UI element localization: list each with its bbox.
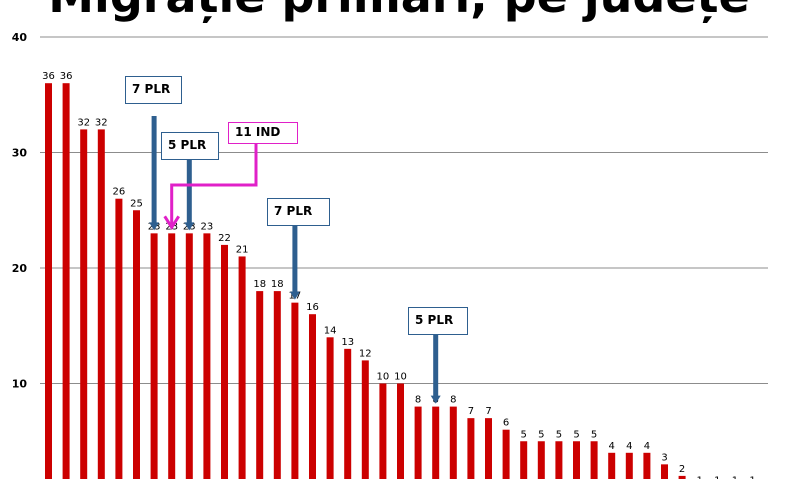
bar — [273, 291, 281, 479]
callout-box: 11 IND — [228, 122, 298, 144]
bar — [97, 129, 105, 479]
y-tick-label: 10 — [12, 378, 28, 391]
callout-box: 5 PLR — [161, 132, 219, 160]
callout-arrows — [149, 116, 441, 404]
bar — [203, 233, 211, 479]
callout-box: 5 PLR — [408, 307, 468, 335]
bar — [185, 233, 193, 479]
data-label: 5 — [521, 429, 527, 440]
bar — [397, 383, 404, 479]
bar — [45, 83, 52, 479]
data-label: 21 — [236, 244, 249, 255]
callout-arrow-head — [184, 222, 195, 231]
bar — [133, 210, 140, 479]
data-label: 1 — [697, 475, 703, 479]
bar — [467, 418, 475, 479]
bar — [573, 441, 580, 479]
bar — [485, 418, 492, 479]
callout-arrow-head — [149, 222, 160, 231]
bar — [432, 406, 440, 479]
bar — [678, 475, 686, 479]
bar — [625, 452, 633, 479]
data-label: 18 — [253, 279, 266, 290]
data-label: 13 — [341, 337, 354, 348]
bar — [414, 406, 422, 479]
data-label: 4 — [644, 441, 650, 452]
bar — [168, 233, 176, 479]
bar — [590, 441, 598, 479]
data-label: 25 — [130, 198, 143, 209]
y-tick-label: 20 — [12, 262, 28, 275]
bar — [80, 129, 88, 479]
callout-arrow-shaft — [292, 223, 298, 294]
bars — [45, 83, 686, 479]
data-label: 2 — [679, 464, 685, 475]
bar — [643, 452, 651, 479]
y-axis: 10 20 30 40 — [12, 31, 28, 391]
data-label: 4 — [626, 441, 632, 452]
bar — [150, 233, 158, 479]
bar — [115, 198, 123, 479]
data-label: 1 — [749, 475, 755, 479]
bar — [361, 360, 369, 479]
data-label: 14 — [324, 325, 337, 336]
data-label: 22 — [218, 233, 231, 244]
data-label: 36 — [42, 71, 55, 82]
bar — [291, 302, 299, 479]
data-label: 4 — [609, 441, 615, 452]
data-label: 5 — [538, 429, 544, 440]
bar — [661, 464, 668, 479]
y-tick-label: 30 — [12, 147, 28, 160]
data-label: 10 — [394, 372, 407, 383]
data-label: 10 — [377, 372, 390, 383]
data-label: 5 — [591, 429, 597, 440]
data-label: 36 — [60, 71, 73, 82]
data-label: 8 — [450, 395, 456, 406]
data-label: 1 — [732, 475, 738, 479]
bar — [502, 429, 510, 479]
callout-arrow-shaft — [151, 116, 157, 225]
callout-arrow-head — [289, 291, 300, 300]
bar — [449, 406, 457, 479]
data-label: 1 — [714, 475, 720, 479]
data-label: 16 — [306, 302, 319, 313]
callout-box: 7 PLR — [267, 198, 330, 226]
callout-box: 7 PLR — [125, 76, 182, 104]
bar — [608, 452, 616, 479]
chart-title: Migrație primari, pe județe — [0, 0, 798, 24]
data-label: 7 — [468, 406, 474, 417]
data-label: 32 — [77, 117, 90, 128]
bar — [62, 83, 70, 479]
data-label: 23 — [201, 221, 214, 232]
callout-arrow-shaft — [186, 158, 192, 225]
callout-arrow-head — [430, 395, 441, 404]
bar — [379, 383, 387, 479]
callout-arrow-shaft — [433, 332, 439, 398]
callout-arrow-shaft — [170, 144, 258, 225]
bar — [344, 348, 352, 479]
bar — [520, 441, 528, 479]
data-label: 12 — [359, 348, 372, 359]
bar — [555, 441, 563, 479]
data-label: 3 — [661, 452, 667, 463]
data-label: 5 — [573, 429, 579, 440]
y-tick-label: 40 — [12, 31, 28, 44]
data-label: 18 — [271, 279, 284, 290]
data-label: 32 — [95, 117, 108, 128]
data-label: 5 — [556, 429, 562, 440]
bar — [326, 337, 334, 479]
bar — [537, 441, 545, 479]
bar — [238, 256, 246, 479]
data-label: 7 — [485, 406, 491, 417]
bar — [221, 244, 228, 479]
bar — [309, 314, 316, 479]
callout-arrow-head — [163, 215, 180, 231]
data-label: 26 — [113, 187, 126, 198]
data-label: 8 — [415, 395, 421, 406]
bar — [256, 291, 264, 479]
data-label: 6 — [503, 418, 509, 429]
